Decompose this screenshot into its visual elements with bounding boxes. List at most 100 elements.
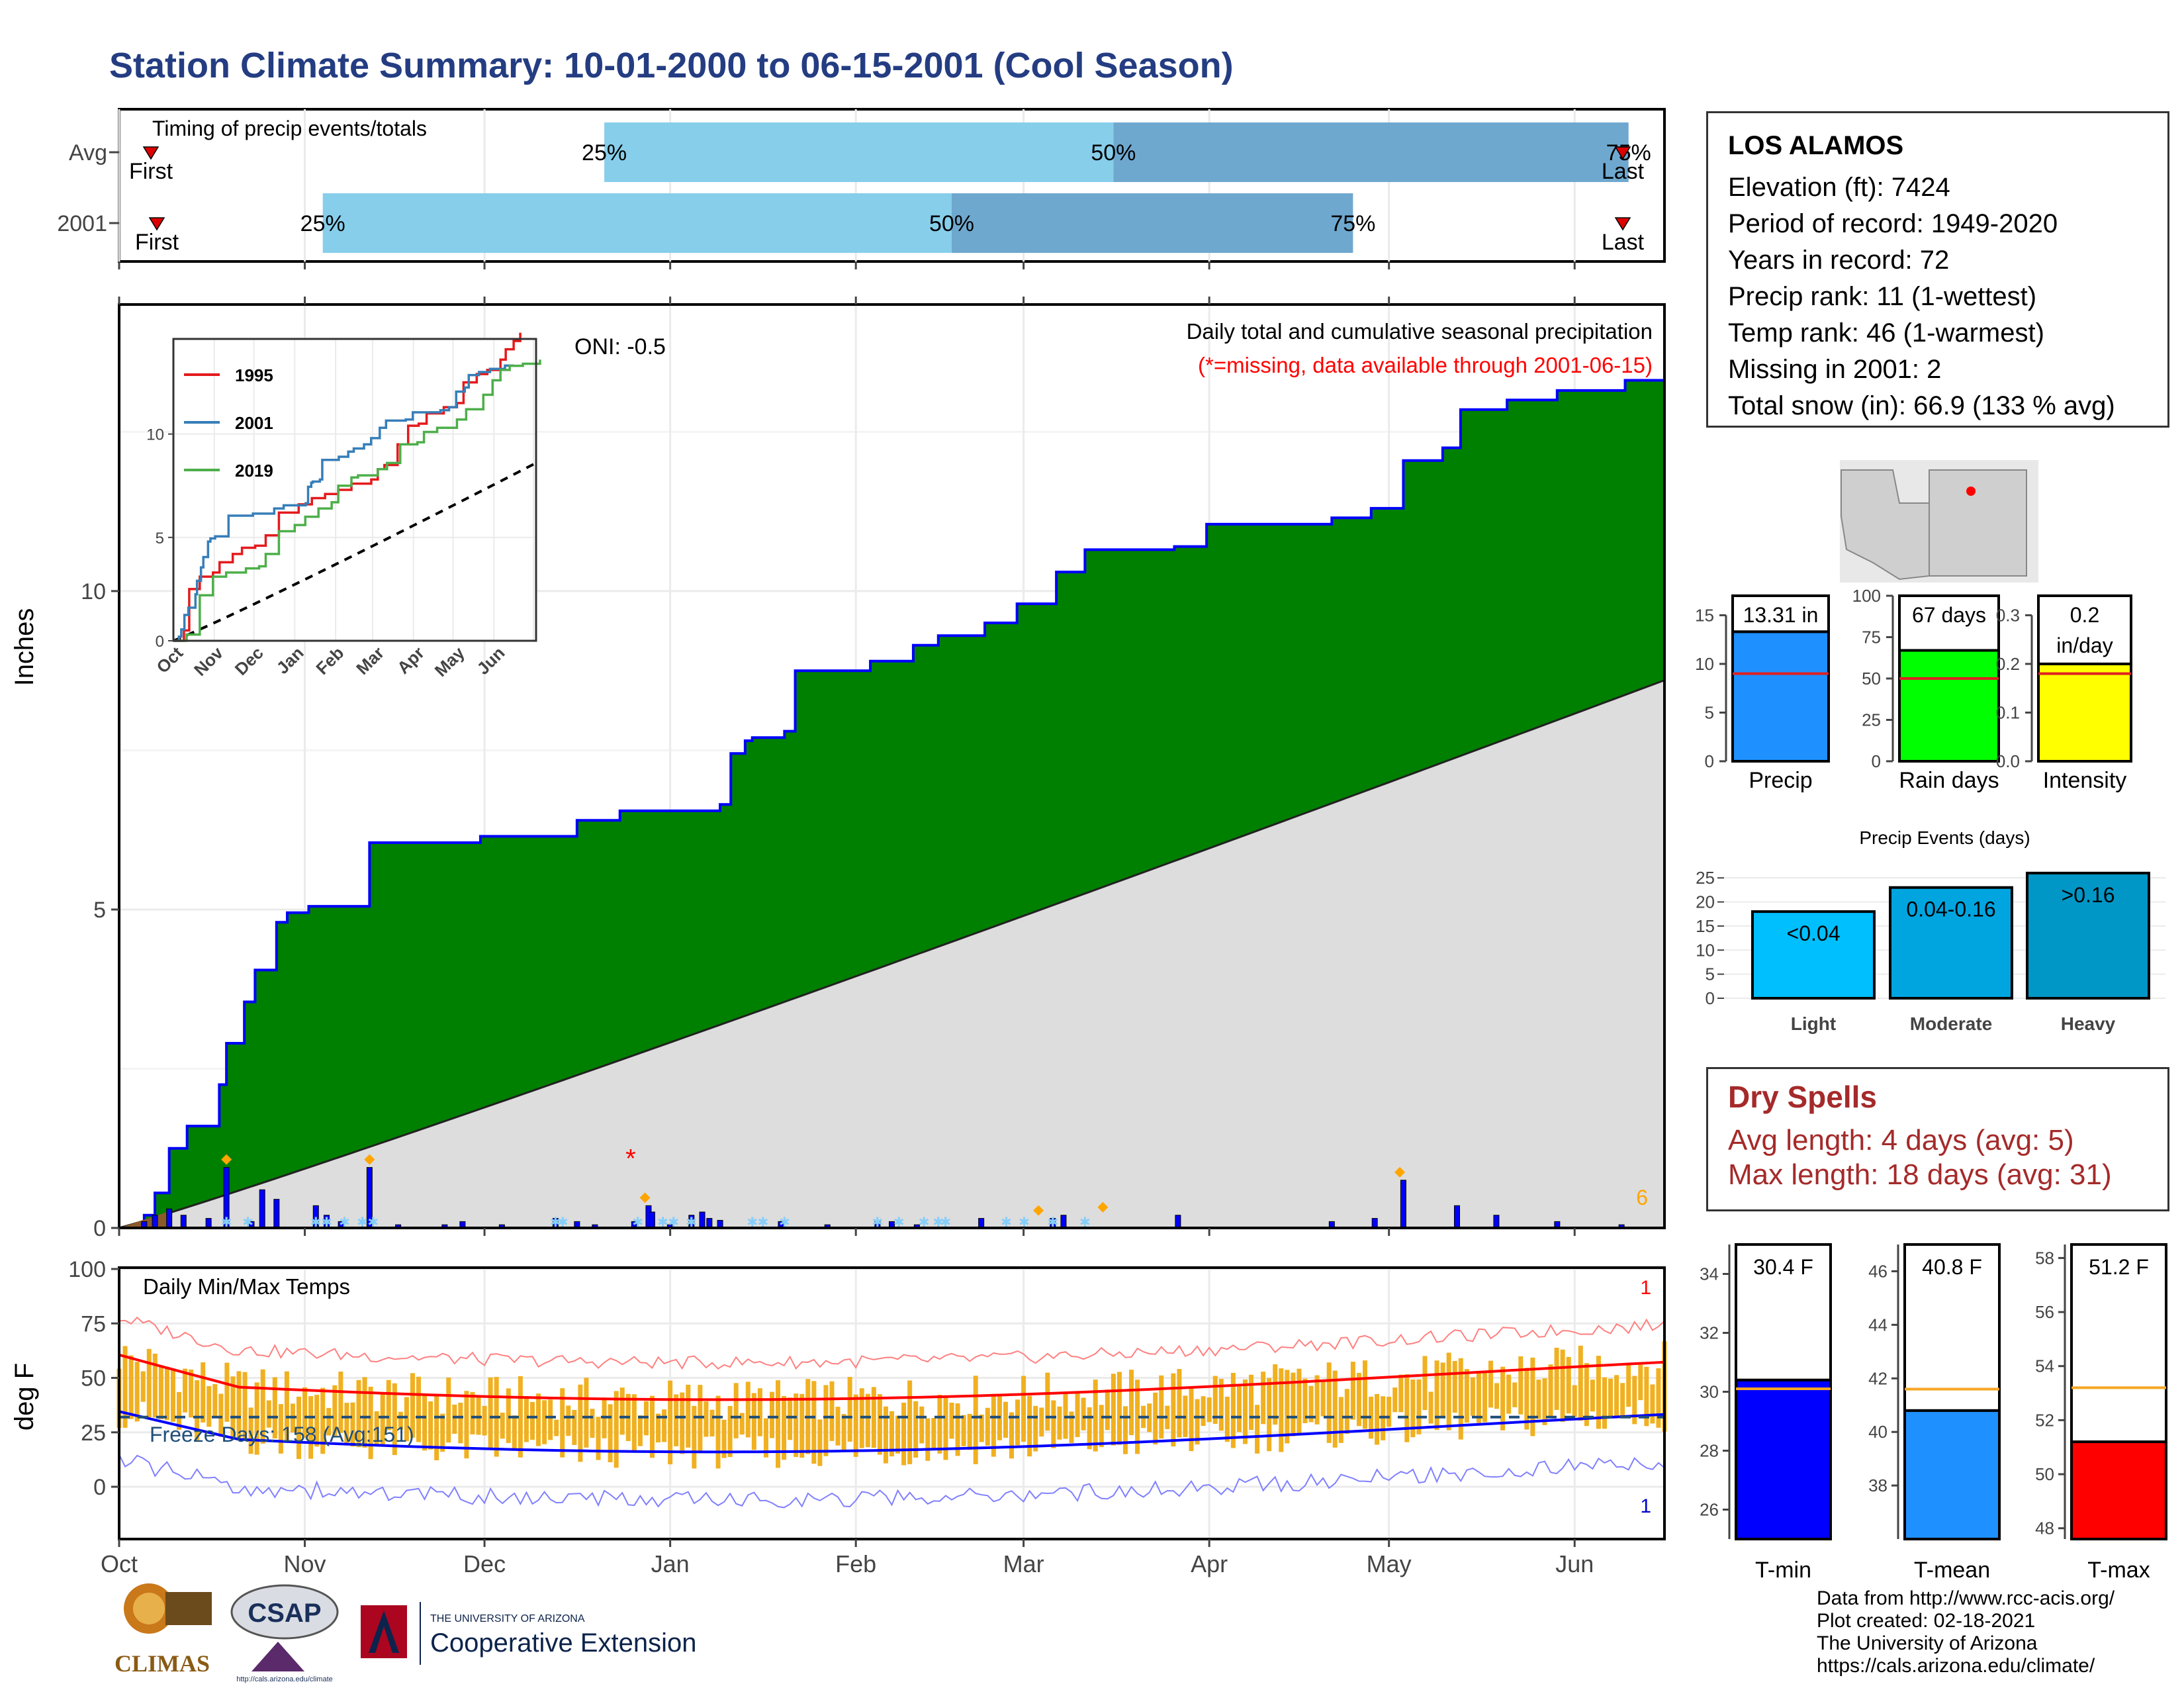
snow-flake: ✱ — [221, 1215, 232, 1230]
daily-temp-bar — [476, 1395, 481, 1435]
tbar-label: T-min — [1755, 1558, 1811, 1583]
events-bar — [1751, 910, 1876, 1000]
daily-temp-bar — [788, 1397, 793, 1440]
daily-temp-bar — [1267, 1378, 1272, 1452]
daily-temp-bar — [794, 1393, 799, 1458]
daily-temp-bar — [1242, 1379, 1248, 1444]
daily-temp-bar — [1356, 1372, 1361, 1427]
climas-logo: CLIMAS — [114, 1583, 212, 1677]
credit-line: Plot created: 02-18-2021 — [1817, 1610, 2036, 1632]
tbar-value — [2070, 1440, 2167, 1541]
daily-temp-bar — [709, 1409, 715, 1437]
season-bars: 13.31 in 0 5 10 15 Precip 67 days 0 25 50 75 100 Rai… — [1695, 586, 2132, 793]
credit-line: The University of Arizona — [1817, 1632, 2038, 1654]
season-value-bar — [1898, 649, 2000, 763]
daily-temp-bar — [1392, 1387, 1398, 1413]
daily-temp-bar — [925, 1418, 931, 1461]
season-value-label2: in/day — [2056, 633, 2113, 657]
tbar-ytick-label: 42 — [1868, 1368, 1888, 1388]
events-bar — [1889, 886, 2013, 1000]
daily-temp-bar — [548, 1399, 553, 1440]
daily-temp-bar — [308, 1396, 314, 1459]
daily-temp-bar — [901, 1402, 907, 1466]
info-line: Period of record: 1949-2020 — [1728, 209, 2058, 238]
daily-temp-bar — [464, 1391, 469, 1459]
daily-temp-bar — [332, 1385, 338, 1436]
ua-logo: THE UNIVERSITY OF ARIZONA Cooperative Ex… — [361, 1602, 696, 1665]
daily-temp-bar — [1656, 1368, 1661, 1428]
daily-precip-bar — [259, 1189, 265, 1229]
inset-series-line — [173, 332, 522, 642]
precip-ytick-label: 0 — [93, 1216, 106, 1241]
daily-temp-bar — [1596, 1356, 1601, 1429]
daily-temp-bar — [841, 1414, 846, 1450]
snow-flake: ✱ — [550, 1215, 561, 1230]
precip-frame — [118, 303, 1666, 1229]
daily-temp-bar — [739, 1413, 745, 1435]
daily-temp-bar — [721, 1419, 727, 1458]
snow-flake: ✱ — [758, 1215, 769, 1230]
daily-temp-bar — [782, 1395, 787, 1460]
daily-temp-bar — [560, 1388, 565, 1458]
daily-temp-bar — [757, 1388, 762, 1436]
daily-temp-bar — [1488, 1360, 1494, 1408]
daily-temp-bar — [1428, 1391, 1433, 1424]
timing-row-label: Avg — [69, 140, 107, 165]
record-max-line — [118, 1316, 1665, 1370]
daily-temp-bar — [470, 1391, 475, 1434]
daily-temp-bar — [350, 1402, 355, 1447]
daily-temp-bar — [835, 1407, 841, 1446]
daily-temp-bar — [1069, 1411, 1074, 1443]
credit-line: https://cals.arizona.edu/climate/ — [1817, 1655, 2095, 1677]
daily-temp-bar — [1039, 1407, 1044, 1437]
timing-p75: 75% — [1606, 140, 1651, 165]
daily-temp-bar — [338, 1371, 343, 1433]
daily-temp-bar — [170, 1368, 175, 1422]
csap-url: http://cals.arizona.edu/climate — [236, 1675, 333, 1683]
daily-temp-bar — [1578, 1345, 1583, 1421]
snow-flake: ✱ — [321, 1215, 332, 1230]
daily-temp-bar — [140, 1371, 146, 1402]
temp-panel-label: Daily Min/Max Temps — [143, 1274, 350, 1299]
precip-ylabel: Inches — [10, 608, 39, 686]
first-label: First — [129, 159, 173, 184]
big-day-marker — [221, 1154, 232, 1165]
daily-temp-bar — [278, 1404, 283, 1454]
daily-temp-bar — [386, 1380, 391, 1430]
daily-temp-bar — [1350, 1362, 1355, 1420]
daily-temp-bar — [829, 1381, 835, 1441]
daily-temp-bar — [380, 1393, 385, 1446]
season-bar-label: Intensity — [2043, 768, 2127, 793]
inset-ytick-label: 5 — [156, 530, 164, 547]
daily-temp-bar — [1033, 1405, 1038, 1452]
logo-strip: CLIMAS CSAP http://cals.arizona.edu/clim… — [114, 1583, 696, 1683]
daily-temp-bar — [596, 1417, 601, 1460]
daily-temp-bar — [1572, 1385, 1577, 1417]
temp-ytick-label: 100 — [68, 1257, 106, 1282]
daily-temp-bar — [961, 1415, 966, 1446]
cumulative-precip-line — [119, 379, 1664, 1229]
precip-subtitle: Daily total and cumulative seasonal prec… — [1187, 319, 1653, 344]
daily-temp-bar — [1021, 1376, 1026, 1442]
daily-precip-bar — [273, 1199, 280, 1229]
daily-temp-bar — [1494, 1383, 1500, 1409]
daily-temp-bar — [302, 1387, 308, 1438]
daily-temp-bar — [368, 1386, 373, 1460]
daily-temp-bar — [1536, 1380, 1541, 1419]
daily-temp-bar — [1554, 1347, 1559, 1410]
daily-temp-bar — [608, 1404, 613, 1462]
daily-temp-bar — [1201, 1396, 1206, 1427]
temp-ytick-label: 25 — [81, 1421, 106, 1446]
inset-climatology-line — [173, 463, 534, 642]
tbar-box-top — [2070, 1243, 2167, 1444]
daily-precip-bar — [699, 1211, 705, 1229]
daily-temp-bar — [1159, 1375, 1164, 1439]
tbar-value-label: 40.8 F — [1922, 1255, 1982, 1279]
daily-temp-bar — [698, 1385, 703, 1454]
timing-bar-q2 — [1113, 122, 1629, 182]
info-line: Total snow (in): 66.9 (133 % avg) — [1728, 391, 2115, 420]
daily-temp-bar — [811, 1381, 817, 1464]
daily-temp-bar — [680, 1392, 685, 1454]
daily-temp-bar — [1063, 1391, 1068, 1439]
daily-temp-bar — [1638, 1364, 1643, 1401]
